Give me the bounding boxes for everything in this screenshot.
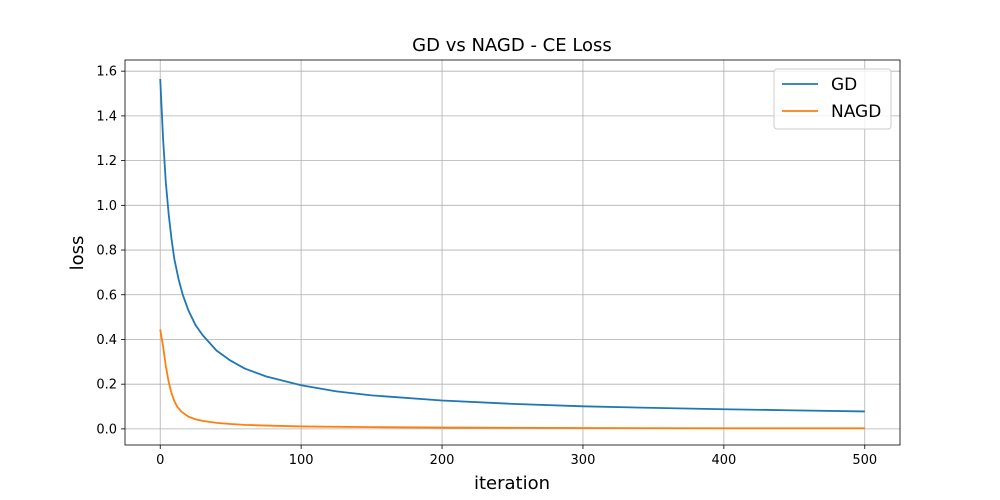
y-tick-label: 1.0	[96, 199, 117, 214]
plot-frame	[124, 59, 901, 446]
y-axis-label: loss	[67, 236, 88, 271]
y-tick-label: 0.4	[96, 333, 117, 348]
axes: 0 100 200 300 400 500 0.0 0.2 0.4 0.6 0.8 1.0 1.2 1.4…	[96, 59, 901, 468]
chart-title: GD vs NAGD - CE Loss	[412, 35, 612, 56]
plot-lines	[159, 78, 865, 430]
y-tick-label: 0.6	[96, 288, 117, 303]
legend-label-nagd: NAGD	[831, 102, 881, 122]
y-tick-label: 1.6	[96, 65, 117, 80]
legend: GD NAGD	[773, 68, 892, 130]
legend-label-gd: GD	[831, 75, 857, 95]
x-tick-label: 400	[711, 453, 736, 468]
x-tick-label: 300	[571, 453, 596, 468]
x-axis-label: iteration	[474, 473, 550, 494]
x-tick-label: 0	[156, 453, 164, 468]
y-tick-label: 0.8	[96, 244, 117, 259]
x-tick-label: 100	[289, 453, 314, 468]
y-tick-label: 1.2	[96, 154, 117, 169]
y-tick-label: 1.4	[96, 109, 117, 124]
series-line-gd	[159, 78, 865, 413]
x-tick-label: 500	[852, 453, 877, 468]
y-tick-label: 0.0	[96, 422, 117, 437]
y-tick-label: 0.2	[96, 378, 117, 393]
series-line-nagd	[159, 329, 865, 430]
x-tick-label: 200	[430, 453, 455, 468]
